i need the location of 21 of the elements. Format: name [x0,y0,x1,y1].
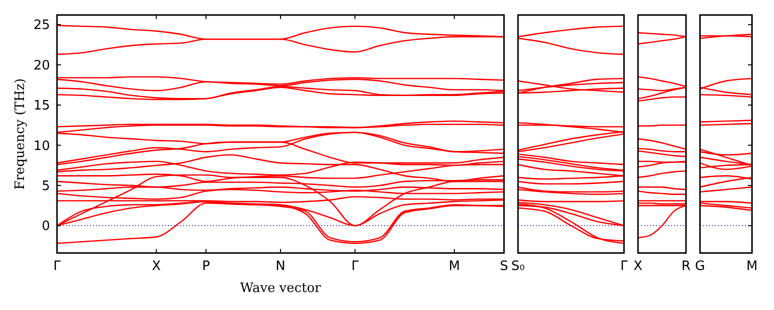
x-tick-label: P [202,259,210,274]
x-tick-label: N [276,259,286,274]
y-tick-label: 20 [33,58,50,74]
x-tick-label: X [152,259,161,274]
x-tick-label: Γ [53,259,62,274]
y-tick-label: 25 [33,18,50,34]
x-axis-title: Wave vector [240,281,322,296]
y-tick-label: 5 [42,178,50,194]
y-tick-label: 15 [33,98,50,114]
x-tick-label: M [746,259,758,274]
y-tick-label: 0 [42,219,50,234]
x-tick-label: R [681,259,691,274]
x-tick-label: M [448,259,460,274]
x-tick-label: S₀ [511,259,525,274]
x-tick-label: Γ [351,259,360,274]
x-tick-label: Γ [620,259,628,274]
y-axis-title: Frequency (THz) [13,78,28,190]
x-tick-label: G [694,259,706,274]
y-tick-label: 10 [33,138,50,154]
x-tick-label: S [500,259,508,274]
x-tick-label: X [634,259,643,274]
